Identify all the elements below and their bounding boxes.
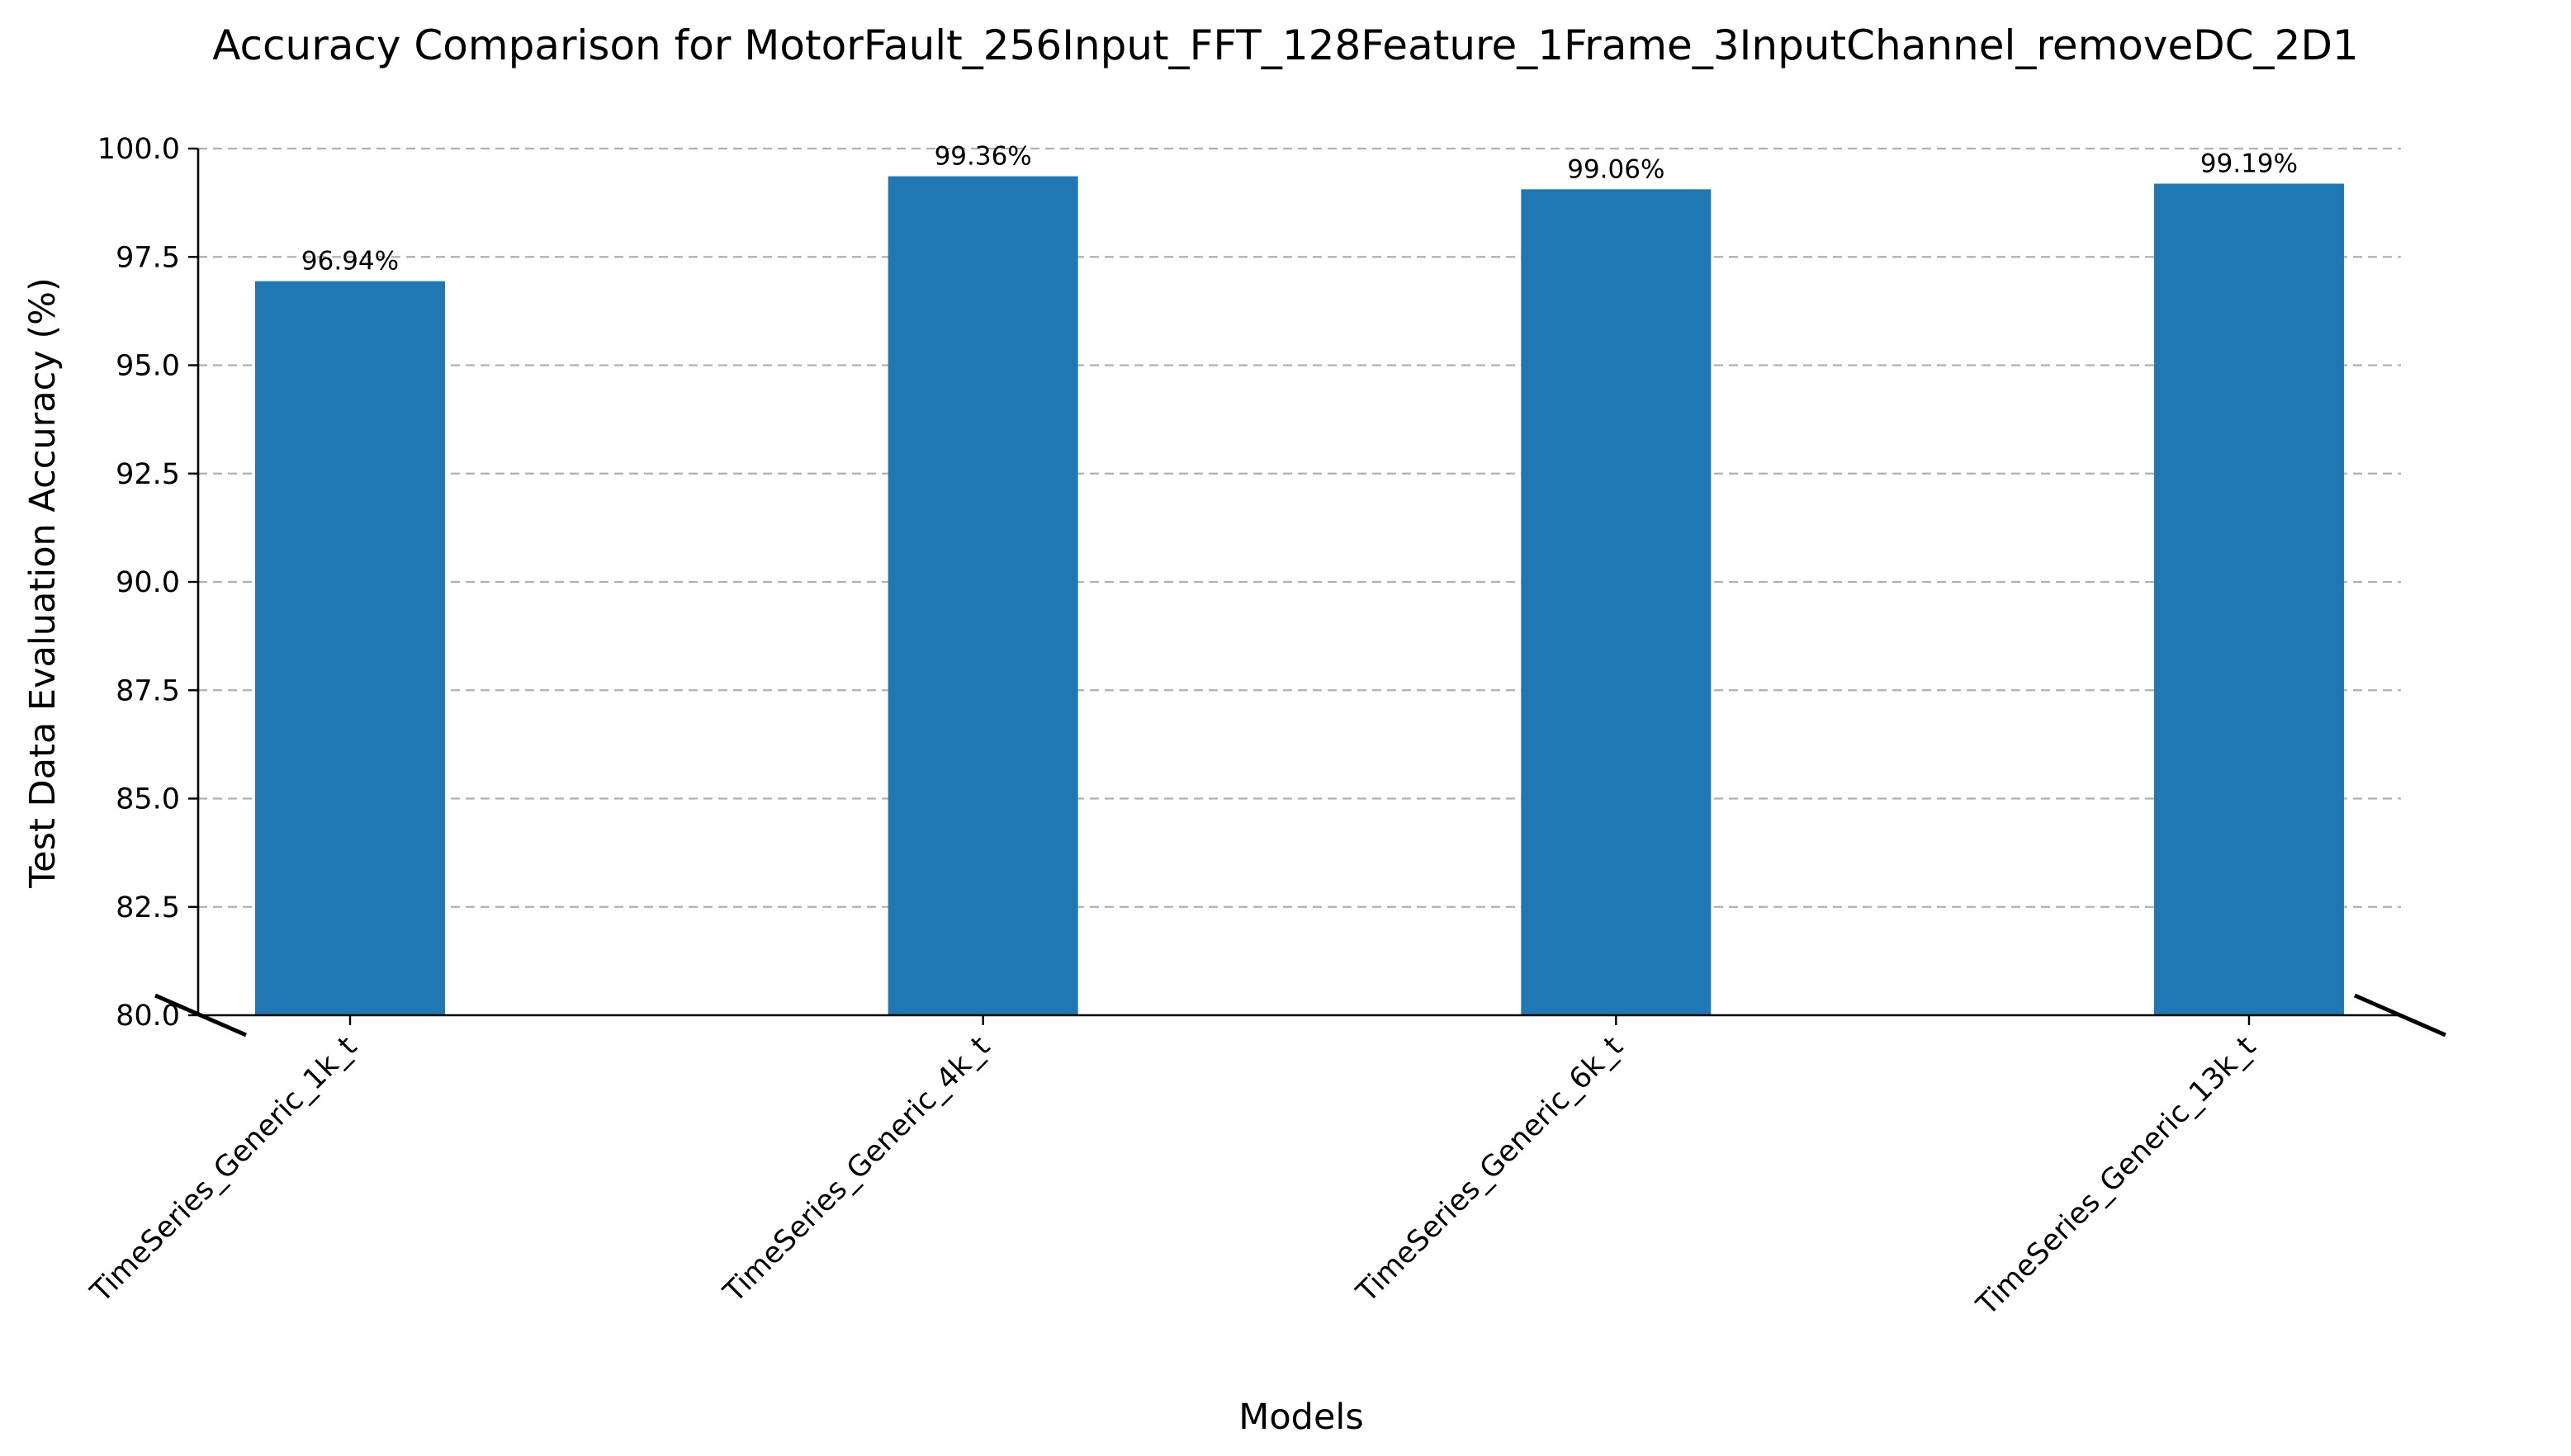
bar xyxy=(255,281,445,1015)
bar xyxy=(888,176,1078,1016)
bar-value-label: 99.36% xyxy=(935,142,1032,172)
bar-value-label: 99.06% xyxy=(1567,154,1664,184)
bar-value-label: 99.19% xyxy=(2200,149,2298,179)
x-tick-label: TimeSeries_Generic_6k_t xyxy=(1350,1030,1630,1310)
y-tick-label: 97.5 xyxy=(116,241,180,274)
y-tick-label: 95.0 xyxy=(116,350,180,383)
x-tick-label: TimeSeries_Generic_1k_t xyxy=(84,1030,364,1310)
y-tick-label: 80.0 xyxy=(116,1000,180,1033)
bar-value-labels: 96.94% 99.36% 99.06% 99.19% xyxy=(301,142,2298,277)
y-tick-label: 90.0 xyxy=(116,566,180,599)
bar xyxy=(1521,189,1712,1016)
x-tick-label: TimeSeries_Generic_4k_t xyxy=(717,1030,997,1310)
axes xyxy=(154,149,2446,1038)
x-axis-label: Models xyxy=(1238,1397,1364,1438)
chart-title: Accuracy Comparison for MotorFault_256In… xyxy=(212,21,2359,69)
axis-break-mark-left xyxy=(154,993,247,1038)
axis-break-mark-right xyxy=(2354,993,2446,1038)
grid-lines xyxy=(198,147,2401,908)
y-tick-label: 82.5 xyxy=(116,891,180,924)
y-tick-label: 85.0 xyxy=(116,783,180,816)
bar-value-label: 96.94% xyxy=(301,247,399,277)
x-tick-label: TimeSeries_Generic_13k_t xyxy=(1970,1030,2262,1322)
x-ticks: TimeSeries_Generic_1k_t TimeSeries_Generi… xyxy=(84,1015,2262,1322)
bars xyxy=(255,176,2344,1016)
y-axis-label: Test Data Evaluation Accuracy (%) xyxy=(22,277,64,889)
bar xyxy=(2154,183,2344,1015)
y-ticks: 80.0 82.5 85.0 87.5 90.0 92.5 95.0 97.5 100.0 xyxy=(97,133,198,1033)
y-tick-label: 87.5 xyxy=(116,674,180,707)
y-tick-label: 92.5 xyxy=(116,458,180,491)
y-tick-label: 100.0 xyxy=(97,133,180,166)
